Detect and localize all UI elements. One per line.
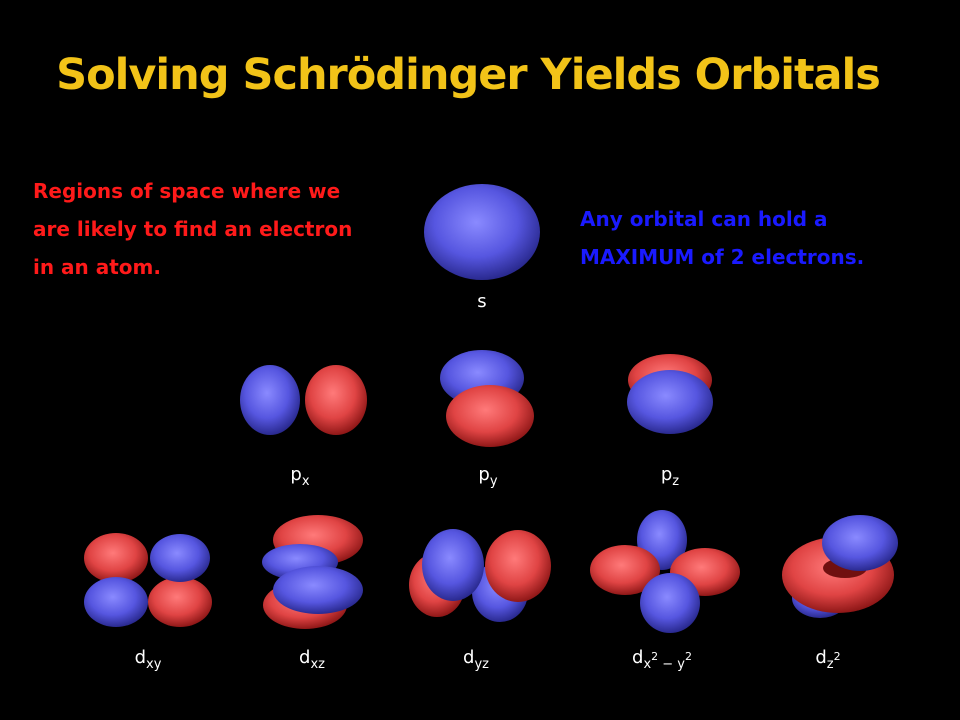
orbital-label: dxz (299, 647, 325, 672)
orbital-label: dyz (463, 647, 489, 672)
orbital-shapes (84, 184, 898, 633)
orbital-label: dz2 (815, 647, 840, 672)
label-part: − y (658, 657, 685, 672)
label-part: z (672, 474, 679, 489)
label-part: x (302, 474, 310, 489)
label-part: z (827, 657, 834, 672)
orbital-label: py (478, 464, 497, 489)
label-part: d (299, 647, 310, 668)
right-note: Any orbital can hold a MAXIMUM of 2 elec… (580, 207, 865, 269)
left-note: Regions of space where we are likely to … (33, 179, 353, 279)
orbital-label: dx2 − y2 (632, 647, 692, 672)
label-part: p (478, 464, 489, 485)
label-part: d (815, 647, 826, 668)
orbital-label: px (290, 464, 309, 489)
orbital-label: pz (661, 464, 679, 489)
label-part: 2 (651, 650, 658, 663)
label-part: xz (310, 657, 325, 672)
label-part: p (661, 464, 672, 485)
label-part: p (290, 464, 301, 485)
label-part: y (490, 474, 498, 489)
label-part: x (643, 657, 651, 672)
label-part: d (463, 647, 474, 668)
label-part: 2 (834, 650, 841, 663)
slide-title: Solving Schrödinger Yields Orbitals (56, 50, 881, 100)
label-part: s (477, 291, 486, 312)
orbital-label: dxy (135, 647, 162, 672)
label-part: xy (146, 657, 162, 672)
orbital-label: s (477, 291, 486, 312)
label-part: 2 (685, 650, 692, 663)
label-part: d (135, 647, 146, 668)
label-part: yz (474, 657, 489, 672)
label-part: d (632, 647, 643, 668)
